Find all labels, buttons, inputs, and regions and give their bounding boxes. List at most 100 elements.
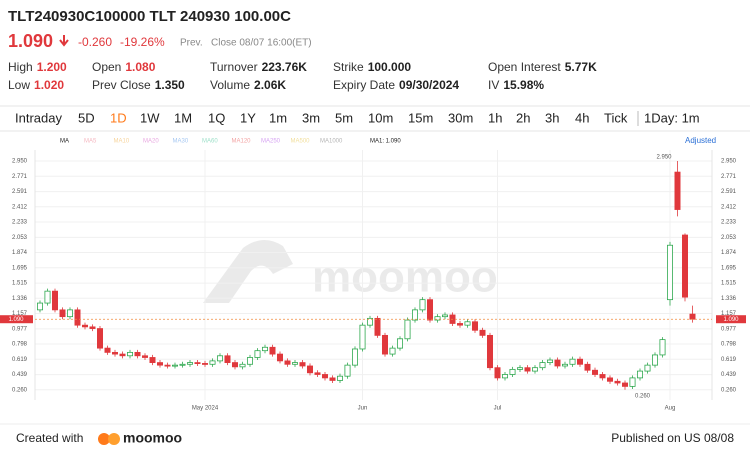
tab[interactable]: 4h	[575, 110, 589, 125]
x-tick-label: Jul	[494, 406, 502, 412]
stat: Prev Close 1.350	[92, 78, 185, 92]
y-tick-label-right: 1.515	[721, 281, 737, 287]
candle-body	[276, 353, 283, 362]
tab[interactable]: 5D	[78, 110, 95, 125]
candle-body	[344, 364, 351, 377]
stat-value: 09/30/2024	[399, 78, 459, 92]
tab[interactable]: 1M	[174, 110, 192, 125]
y-tick-label-right: 0.439	[721, 372, 737, 378]
candle-body	[336, 375, 343, 381]
candle-body	[239, 363, 246, 368]
y-tick-label-right: 1.157	[721, 311, 737, 317]
y-tick-label: 1.515	[12, 281, 28, 287]
candle-body	[359, 324, 366, 350]
y-tick-label: 2.412	[12, 204, 28, 210]
candle-body	[434, 316, 441, 321]
ma-value: MA1: 1.090	[370, 139, 401, 145]
stat: Low 1.020	[8, 78, 64, 92]
stat-value: 5.77K	[565, 60, 597, 74]
candle-body	[629, 377, 636, 387]
candle-body	[532, 367, 539, 372]
tab[interactable]: Intraday	[15, 110, 62, 125]
candle-body	[59, 309, 66, 318]
candle-body	[261, 346, 268, 352]
x-tick-label: May 2024	[192, 406, 219, 412]
candle-body	[689, 313, 696, 320]
stat-value: 1.200	[37, 60, 67, 74]
candle-body	[37, 302, 44, 311]
candle-body	[171, 364, 178, 367]
candle-body	[404, 319, 411, 340]
last-price-label-right: 1.090	[723, 317, 739, 323]
candle-body	[524, 367, 531, 372]
candle-body	[306, 365, 313, 374]
tab[interactable]: 2h	[516, 110, 530, 125]
stat-value: 2.06K	[254, 78, 286, 92]
candle-body	[74, 309, 81, 326]
candle-body	[299, 362, 306, 367]
candle-body	[254, 350, 261, 358]
adjusted[interactable]: Adjusted	[685, 136, 716, 145]
stat: IV 15.98%	[488, 78, 544, 92]
indicator: MA10	[114, 139, 130, 145]
candle-body	[471, 321, 478, 331]
candle-body	[517, 367, 524, 370]
tab[interactable]: Tick	[604, 110, 628, 125]
candle-body	[441, 314, 448, 318]
candle-body	[539, 362, 546, 369]
y-tick-label: 0.619	[12, 357, 28, 363]
stat: Strike 100.000	[333, 60, 411, 74]
candle-body	[97, 328, 104, 349]
candle-body	[667, 244, 674, 301]
down-arrow	[59, 35, 69, 47]
tab[interactable]: 3m	[302, 110, 320, 125]
tab[interactable]: 1W	[140, 110, 160, 125]
stat: Expiry Date 09/30/2024	[333, 78, 459, 92]
candle-body	[592, 369, 599, 375]
tab[interactable]: 30m	[448, 110, 473, 125]
y-tick-label: 0.977	[12, 326, 28, 332]
tab[interactable]: 15m	[408, 110, 433, 125]
candle-body	[419, 299, 426, 311]
candle-body	[674, 171, 681, 210]
price: 1.090	[8, 31, 53, 51]
candle-body	[659, 339, 666, 356]
stat-value: 1.080	[125, 60, 155, 74]
tab[interactable]: 1Y	[240, 110, 256, 125]
candle-body	[644, 364, 651, 372]
y-tick-label: 2.950	[12, 159, 28, 165]
candle-body	[607, 377, 614, 382]
y-tick-label-right: 2.950	[721, 159, 737, 165]
brand-logo	[108, 433, 120, 445]
candle-body	[411, 309, 418, 321]
candle-body	[351, 348, 358, 366]
y-tick-label-right: 2.412	[721, 204, 737, 210]
stat: Open 1.080	[92, 60, 156, 74]
y-tick-label-right: 1.695	[721, 265, 737, 271]
tab[interactable]: 1m	[269, 110, 287, 125]
stat: High 1.200	[8, 60, 67, 74]
stat-label: Prev Close	[92, 78, 151, 92]
candle-body	[231, 362, 238, 368]
y-tick-label-right: 0.619	[721, 357, 737, 363]
tab[interactable]: 10m	[368, 110, 393, 125]
candle-body	[494, 367, 501, 379]
candle-body	[464, 321, 471, 326]
candle-body	[201, 363, 208, 365]
candle-body	[396, 338, 403, 349]
tab[interactable]: 3h	[545, 110, 559, 125]
y-tick-label: 1.695	[12, 265, 28, 271]
candle-body	[509, 368, 516, 375]
tab[interactable]: 1D	[110, 110, 127, 125]
watermark-text: moomoo	[312, 253, 498, 302]
candle-body	[119, 353, 126, 357]
candle-body	[127, 351, 134, 357]
tab[interactable]: 1Q	[208, 110, 225, 125]
tab[interactable]: 1h	[488, 110, 502, 125]
chart: 0.260 0.260 0.439 0.439 0.619 0.619 0.798 0.798…	[0, 150, 746, 412]
y-tick-label-right: 1.336	[721, 296, 737, 302]
candle-body	[321, 374, 328, 379]
tab[interactable]: 5m	[335, 110, 353, 125]
candle-body	[426, 299, 433, 321]
tab[interactable]: 1Day: 1m	[644, 110, 700, 125]
